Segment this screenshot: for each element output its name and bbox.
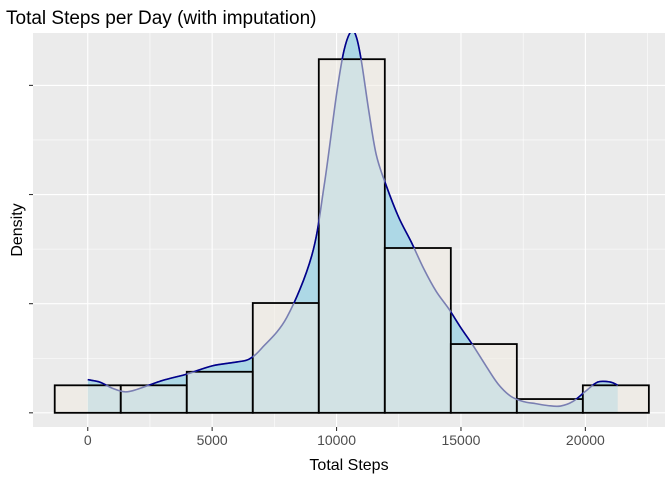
x-tick-label: 10000: [317, 432, 356, 448]
histogram-bar: [317, 58, 386, 414]
x-axis-title: Total Steps: [309, 457, 388, 474]
x-tick-label: 5000: [197, 432, 228, 448]
chart-title: Total Steps per Day (with imputation): [6, 8, 316, 29]
x-tick-label: 15000: [441, 432, 480, 448]
histogram-bar: [53, 384, 122, 414]
histogram-bar: [185, 370, 254, 414]
histogram-bar: [251, 302, 320, 414]
histogram-bars: [53, 58, 650, 414]
histogram-bar: [119, 384, 188, 414]
y-axis-title: Density: [9, 203, 26, 256]
plot-layer: [53, 33, 650, 414]
histogram-bar: [581, 384, 650, 414]
y-axis-ticks: [29, 84, 33, 414]
histogram-bar: [449, 343, 518, 414]
x-tick-label: 20000: [566, 432, 605, 448]
histogram-bar: [383, 247, 452, 414]
x-tick-label: 0: [84, 432, 92, 448]
x-axis-ticks: 0 5000 10000 15000 20000: [84, 427, 605, 448]
